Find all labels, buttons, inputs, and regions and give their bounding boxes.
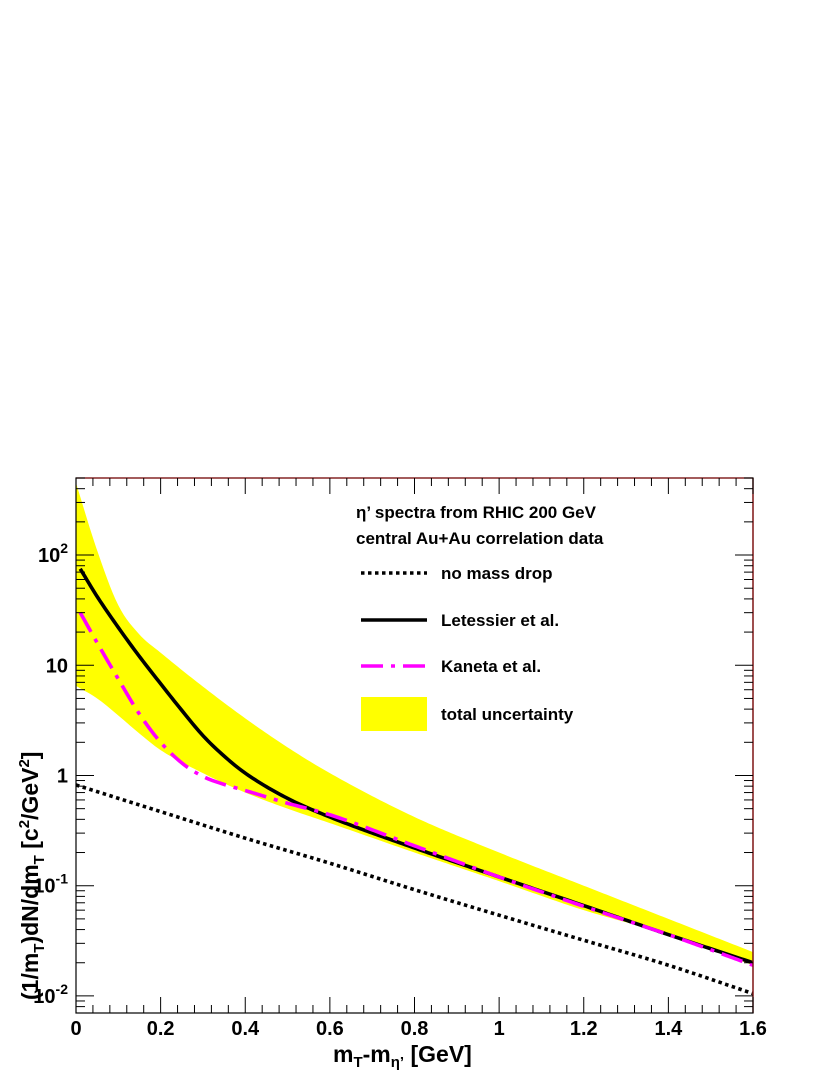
legend-entry-label: no mass drop xyxy=(441,564,552,583)
legend-swatch-band xyxy=(361,697,427,731)
series-line-kaneta-et-al xyxy=(78,611,753,967)
x-tick-label: 0.4 xyxy=(231,1018,260,1040)
plot-area xyxy=(76,483,753,996)
legend-header-line: η’ spectra from RHIC 200 GeV xyxy=(356,503,597,522)
legend-entry-label: Kaneta et al. xyxy=(441,657,541,676)
y-tick-label: 10-1 xyxy=(33,871,68,898)
y-tick-label: 102 xyxy=(38,540,68,567)
series-line-no-mass-drop xyxy=(76,783,753,996)
axes: 0 0.2 0.4 0.6 0.8 1 1.2 1.4 1.6 10-2 10-1 1 10 102 xyxy=(33,477,767,1040)
x-tick-label: 0 xyxy=(70,1018,81,1040)
legend-entry-label: total uncertainty xyxy=(441,705,574,724)
x-axis-title: mT-mη’ [GeV] xyxy=(333,1041,472,1071)
x-tick-label: 1.4 xyxy=(654,1018,683,1040)
legend-header-line: central Au+Au correlation data xyxy=(356,529,604,548)
x-tick-label: 1 xyxy=(494,1018,505,1040)
legend-entry-label: Letessier et al. xyxy=(441,611,559,630)
y-axis-title: (1/mT)dN/dmT [c2/GeV2] xyxy=(16,752,48,1000)
y-tick-label: 10 xyxy=(46,655,68,677)
x-tick-label: 1.2 xyxy=(570,1018,598,1040)
legend: η’ spectra from RHIC 200 GeV central Au+A… xyxy=(356,503,604,731)
y-tick-label: 1 xyxy=(57,765,68,787)
x-tick-label: 1.6 xyxy=(739,1018,767,1040)
x-tick-label: 0.6 xyxy=(316,1018,344,1040)
series-line-letessier-et-al xyxy=(78,567,753,965)
x-tick-label: 0.8 xyxy=(401,1018,429,1040)
x-tick-label: 0.2 xyxy=(147,1018,175,1040)
uncertainty-band xyxy=(76,483,753,966)
y-tick-label: 10-2 xyxy=(33,981,68,1008)
